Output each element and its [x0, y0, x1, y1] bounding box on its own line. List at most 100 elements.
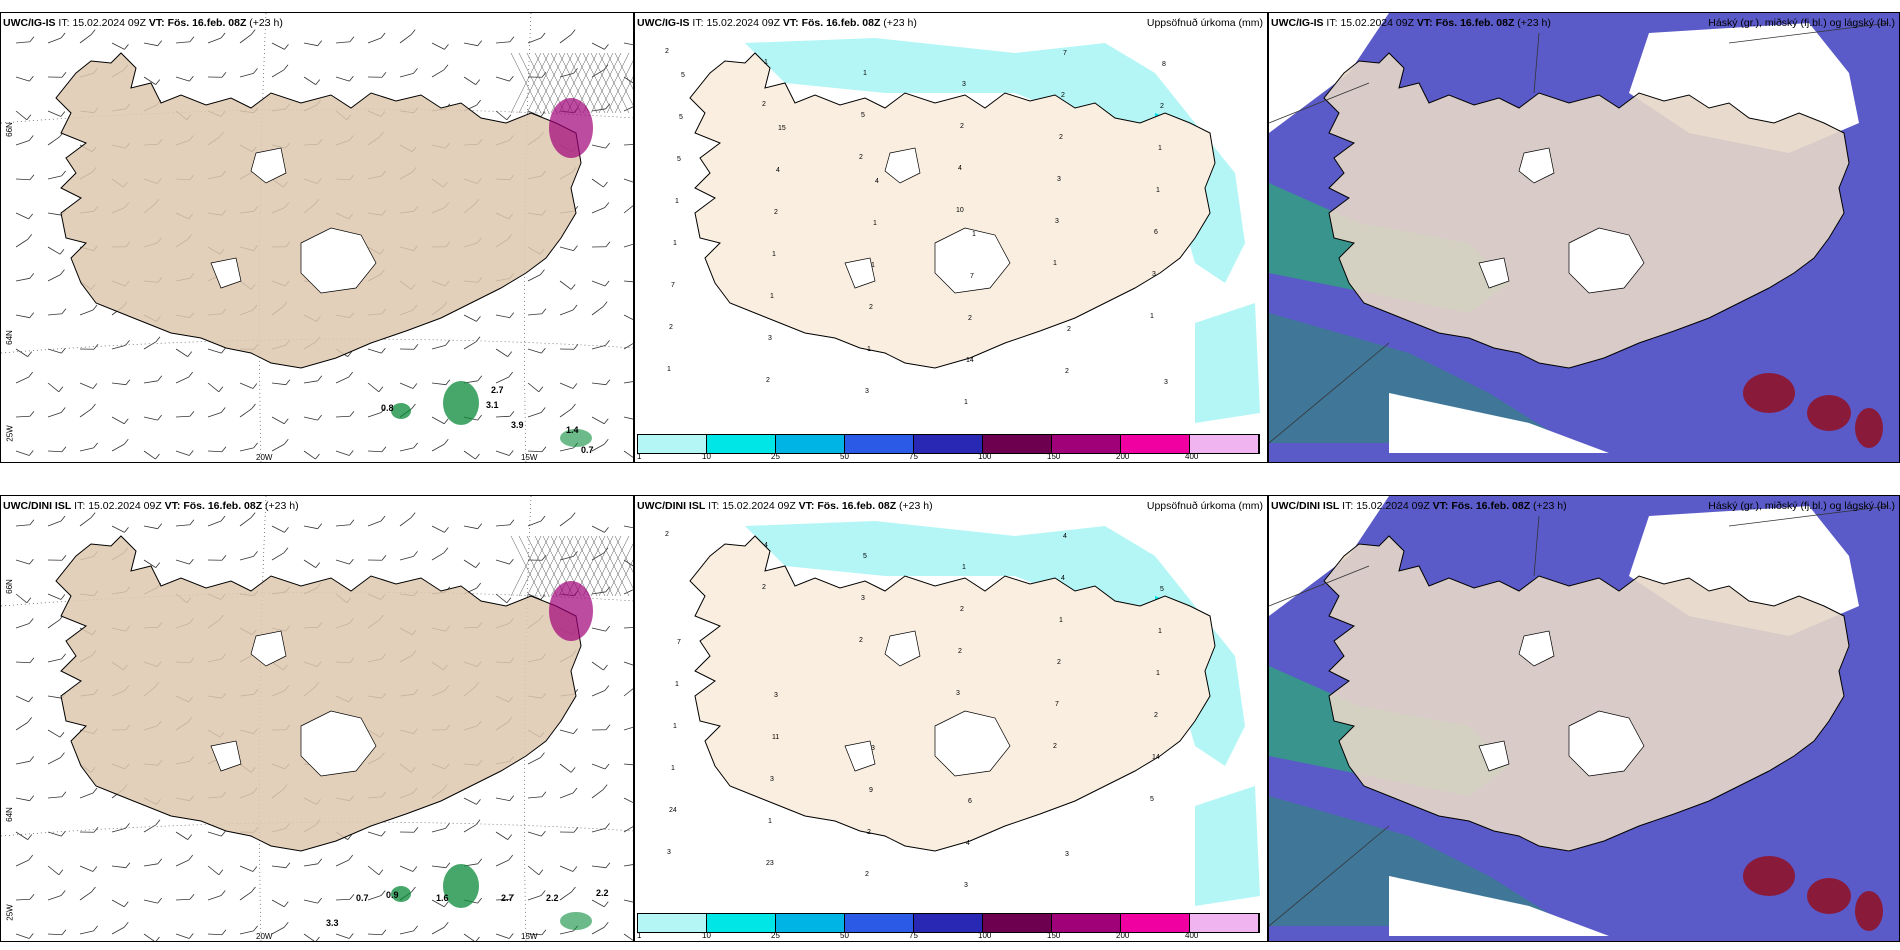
precip-value-label: 1: [675, 198, 679, 205]
legend-swatch: [1121, 914, 1190, 932]
wind-value-label: 0.9: [386, 890, 399, 900]
wind-barb: [111, 443, 125, 452]
legend-value-label: 1: [637, 931, 642, 940]
panel-field-title: Uppsöfnuð úrkoma (mm): [1146, 500, 1263, 512]
wind-barb: [271, 899, 285, 908]
wind-barb: [623, 381, 633, 384]
precip-value-label: 1: [964, 399, 968, 406]
wind-barb: [207, 933, 223, 936]
wind-barb-flag: [347, 351, 353, 357]
precip-value-label: 1: [962, 564, 966, 571]
wind-barb-flag: [58, 869, 64, 876]
wind-barb: [431, 899, 445, 908]
wind-barb-flag: [315, 453, 320, 460]
wind-value-label: 1.6: [436, 893, 449, 903]
wind-barb: [271, 416, 285, 425]
wind-barb: [591, 789, 604, 799]
wind-barb: [143, 341, 157, 350]
wind-barb-flag: [284, 44, 289, 50]
wind-barb: [591, 661, 604, 671]
wind-barb: [207, 382, 220, 393]
wind-barb: [335, 376, 349, 384]
wind-barb: [463, 314, 477, 322]
hatch-line: [582, 535, 614, 597]
wind-barb-flag: [507, 351, 513, 357]
wind-barb-flag: [475, 936, 480, 941]
precip-value-label: 5: [863, 553, 867, 560]
wind-barb-flag: [540, 594, 546, 600]
precip-value-label: 2: [1059, 134, 1063, 141]
wind-barb-flag: [380, 407, 386, 413]
wind-barb-flag: [509, 795, 515, 801]
wind-barb: [463, 933, 475, 941]
wind-barb-flag: [189, 558, 194, 565]
iceland-landmass: [55, 535, 582, 852]
mid-cloud-blob: [1807, 395, 1851, 431]
glacier: [250, 630, 287, 667]
wind-barb-flag: [157, 375, 163, 382]
glacier: [1518, 147, 1555, 184]
wind-barb-flag: [59, 731, 65, 738]
wind-barb-flag: [60, 32, 66, 39]
precip-area-light: [745, 521, 1245, 766]
wind-barb: [431, 926, 445, 935]
wind-barb-flag: [475, 79, 481, 85]
wind-barb-flag: [571, 403, 576, 410]
wind-barb-flag: [540, 407, 546, 413]
wind-barb: [15, 760, 30, 765]
precip-value-label: 3: [667, 849, 671, 856]
precip-value-label: 1: [972, 231, 976, 238]
wind-barb: [303, 380, 318, 384]
wind-barb: [335, 524, 350, 527]
precip-map: 2223253432714242352221121111323411119445…: [665, 521, 1260, 906]
wind-barb-flag: [124, 44, 129, 50]
wind-barb-flag: [349, 894, 355, 900]
wind-barb-flag: [251, 403, 256, 410]
wind-barb: [15, 831, 28, 840]
wind-barb-flag: [477, 858, 483, 865]
legend-value-label: 25: [771, 931, 780, 940]
wind-barb-flag: [603, 664, 608, 671]
wind-barb-flag: [29, 795, 35, 801]
wind-barb: [15, 450, 30, 456]
precip-value-label: 3: [1057, 176, 1061, 183]
wind-barb: [559, 930, 574, 935]
precip-value-label: 5: [1150, 796, 1154, 803]
wind-barb: [303, 899, 318, 904]
wind-barb-flag: [285, 862, 291, 868]
wind-barb-flag: [189, 894, 195, 900]
precip-value-label: 2: [1160, 103, 1164, 110]
wind-value-label: 0.8: [381, 403, 394, 413]
glacier: [1568, 227, 1645, 294]
legend-swatch: [707, 435, 776, 453]
lat-label-64n: 64N: [4, 807, 14, 822]
hatch-line: [598, 535, 630, 597]
wind-barb: [399, 517, 412, 527]
legend-swatch: [638, 914, 707, 932]
clear-area: [1389, 876, 1609, 936]
wind-barb: [527, 382, 540, 393]
mid-cloud-blob: [1855, 408, 1883, 448]
wind-barb-flag: [348, 371, 354, 378]
wind-barb: [623, 144, 633, 146]
wind-barb: [431, 525, 445, 533]
wind-barb-flag: [506, 597, 512, 604]
lon-label-20w: 20W: [256, 932, 273, 941]
precip-blob-green: [443, 381, 479, 425]
wind-barb: [207, 865, 220, 876]
wind-barb: [591, 552, 605, 561]
wind-barb: [367, 895, 382, 901]
precip-value-label: 1: [867, 346, 871, 353]
wind-barb-flag: [604, 202, 610, 208]
wind-barb: [239, 517, 252, 527]
wind-barb-flag: [572, 383, 578, 389]
wind-barb-flag: [58, 386, 64, 393]
wind-barb-flag: [540, 32, 546, 39]
wind-barb-flag: [29, 75, 34, 82]
hatch-line: [518, 52, 550, 114]
wind-barb-flag: [477, 414, 482, 421]
wind-barb: [623, 280, 633, 283]
wind-barb: [239, 930, 254, 935]
boundary-line: [1533, 515, 1540, 577]
wind-barb: [527, 274, 541, 282]
